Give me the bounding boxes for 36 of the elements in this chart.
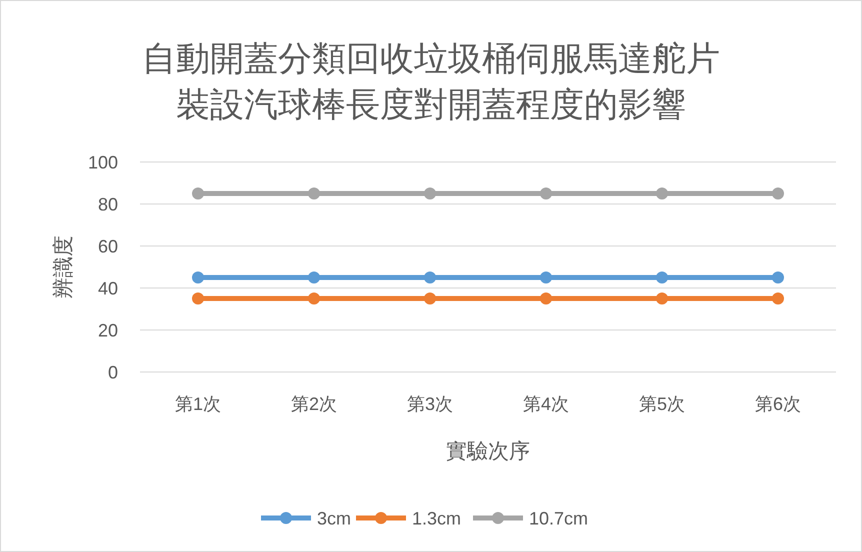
y-tick-label: 100 bbox=[88, 152, 118, 172]
point bbox=[540, 292, 552, 304]
point bbox=[540, 272, 552, 284]
y-tick-label: 80 bbox=[98, 194, 118, 214]
point bbox=[424, 292, 436, 304]
x-axis-title: 實驗次序 bbox=[446, 440, 530, 463]
y-tick-label: 60 bbox=[98, 236, 118, 256]
legend-label: 3cm bbox=[317, 508, 352, 528]
x-tick-label: 第6次 bbox=[754, 394, 802, 414]
x-tick-label: 第4次 bbox=[522, 394, 570, 414]
chart-title: 自動開蓋分類回收垃圾桶伺服馬達舵片裝設汽球棒長度對開蓋程度的影響 bbox=[142, 40, 720, 124]
point bbox=[192, 272, 204, 284]
point bbox=[656, 272, 668, 284]
y-tick-label: 0 bbox=[108, 362, 118, 382]
point bbox=[308, 272, 320, 284]
y-tick-label: 40 bbox=[98, 278, 118, 298]
y-axis-title: 辨識度 bbox=[52, 236, 75, 298]
point bbox=[656, 292, 668, 304]
point bbox=[308, 292, 320, 304]
point bbox=[656, 188, 668, 200]
point bbox=[424, 188, 436, 200]
point bbox=[772, 272, 784, 284]
point bbox=[424, 272, 436, 284]
x-tick-label: 第2次 bbox=[290, 394, 338, 414]
x-tick-label: 第1次 bbox=[174, 394, 222, 414]
x-tick-label: 第5次 bbox=[638, 394, 686, 414]
legend-label: 10.7cm bbox=[529, 508, 588, 528]
point bbox=[540, 188, 552, 200]
point bbox=[308, 188, 320, 200]
point bbox=[772, 292, 784, 304]
point bbox=[772, 188, 784, 200]
y-tick-label: 20 bbox=[98, 320, 118, 340]
point bbox=[192, 292, 204, 304]
point bbox=[192, 188, 204, 200]
x-tick-label: 第3次 bbox=[406, 394, 454, 414]
legend-label: 1.3cm bbox=[412, 508, 462, 528]
